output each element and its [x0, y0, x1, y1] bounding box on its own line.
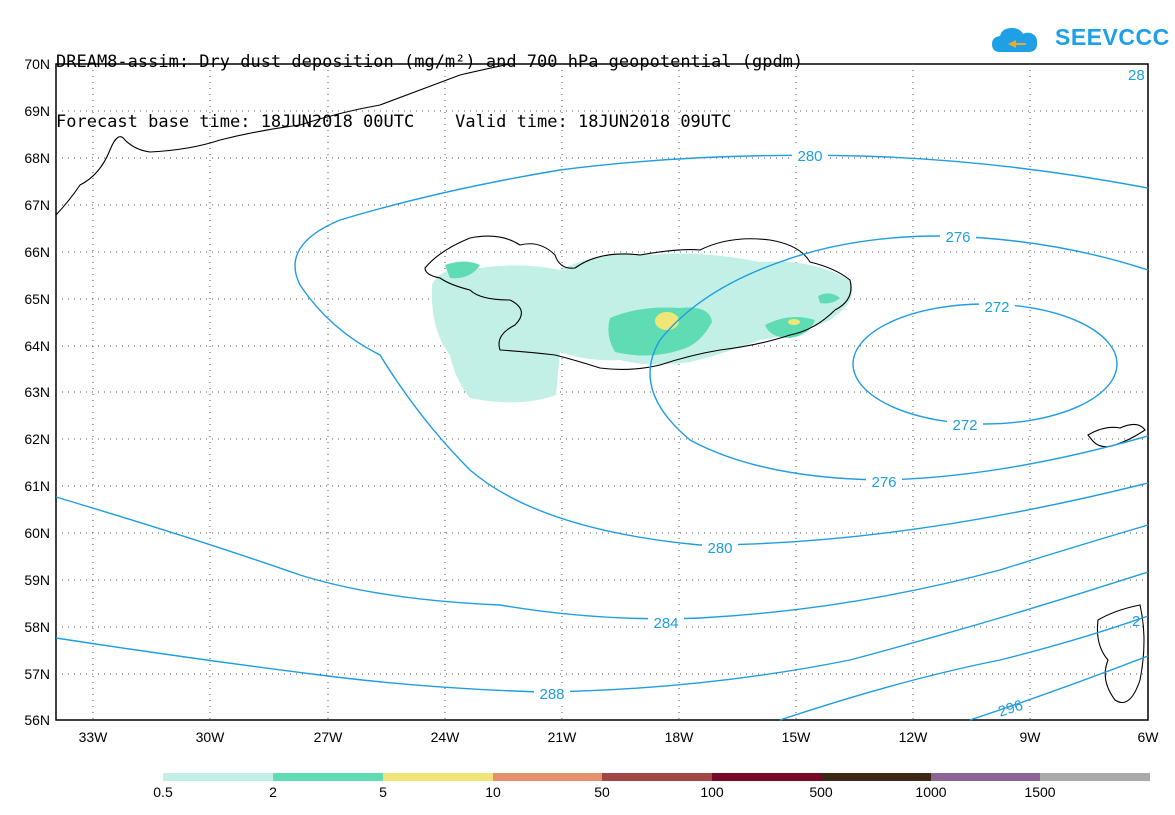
- lon-label: 24W: [431, 729, 461, 745]
- colorbar-label: 50: [594, 784, 610, 800]
- colorbar-label: 0.5: [153, 784, 173, 800]
- colorbar-swatch: [1040, 773, 1150, 781]
- geopotential-contours: [55, 154, 1149, 721]
- contour-labels: 280 276 272 272 276 280 284 288 296 28 2: [534, 67, 1145, 721]
- lat-label: 56N: [24, 712, 50, 728]
- coastline: [55, 63, 1146, 704]
- contour-label-28: 28: [1128, 67, 1145, 84]
- contour-label-276-south: 276: [871, 474, 896, 491]
- lon-label: 18W: [665, 729, 695, 745]
- colorbar-label: 10: [485, 784, 501, 800]
- lat-label: 60N: [24, 525, 50, 541]
- lat-label: 61N: [24, 478, 50, 494]
- lat-label: 58N: [24, 619, 50, 635]
- lon-label: 21W: [548, 729, 578, 745]
- colorbar-label: 1000: [915, 784, 946, 800]
- lat-label: 69N: [24, 103, 50, 119]
- lat-label: 68N: [24, 150, 50, 166]
- colorbar-swatch: [493, 773, 602, 781]
- lat-label: 63N: [24, 384, 50, 400]
- colorbar-label: 5: [379, 784, 387, 800]
- title-line-1: DREAM8-assim: Dry dust deposition (mg/m²…: [56, 52, 804, 72]
- lat-label: 62N: [24, 431, 50, 447]
- contour-label-296: 296: [996, 697, 1025, 721]
- colorbar-label: 500: [809, 784, 833, 800]
- graticule: [56, 64, 1148, 720]
- lat-label: 65N: [24, 291, 50, 307]
- lon-label: 33W: [79, 729, 109, 745]
- cloud-icon: [992, 28, 1038, 52]
- colorbar-label: 100: [700, 784, 724, 800]
- lat-label: 70N: [24, 56, 50, 72]
- latitude-labels: 70N 69N 68N 67N 66N 65N 64N 63N 62N 61N …: [24, 56, 50, 728]
- lon-label: 27W: [314, 729, 344, 745]
- contour-label-284: 284: [653, 615, 678, 632]
- colorbar-swatch: [383, 773, 493, 781]
- lat-label: 64N: [24, 338, 50, 354]
- colorbar-swatch: [273, 773, 383, 781]
- colorbar-swatch: [163, 773, 273, 781]
- contour-label-276-north: 276: [945, 229, 970, 246]
- contour-label-2: 2: [1132, 613, 1140, 630]
- lat-label: 67N: [24, 197, 50, 213]
- lon-label: 15W: [782, 729, 812, 745]
- colorbar-swatch: [821, 773, 931, 781]
- lat-label: 57N: [24, 666, 50, 682]
- lat-label: 66N: [24, 244, 50, 260]
- brand-logo: SEEVCCC: [1055, 24, 1170, 50]
- lon-label: 30W: [196, 729, 226, 745]
- colorbar-swatch: [602, 773, 712, 781]
- contour-label-272-south: 272: [952, 417, 977, 434]
- colorbar: 0.5 2 5 10 50 100 500 1000 1500: [153, 773, 1150, 800]
- lon-label: 12W: [899, 729, 929, 745]
- lat-label: 59N: [24, 572, 50, 588]
- lon-label: 9W: [1020, 729, 1042, 745]
- dust-deposition-field: [431, 253, 853, 403]
- contour-label-280-north: 280: [797, 148, 822, 165]
- lon-label: 6W: [1138, 729, 1160, 745]
- contour-label-280-south: 280: [707, 540, 732, 557]
- contour-label-288: 288: [539, 686, 564, 703]
- colorbar-label: 1500: [1024, 784, 1055, 800]
- colorbar-swatch: [931, 773, 1040, 781]
- colorbar-swatch: [712, 773, 821, 781]
- longitude-labels: 33W 30W 27W 24W 21W 18W 15W 12W 9W 6W: [79, 729, 1160, 745]
- contour-label-272-north: 272: [984, 299, 1009, 316]
- colorbar-label: 2: [269, 784, 277, 800]
